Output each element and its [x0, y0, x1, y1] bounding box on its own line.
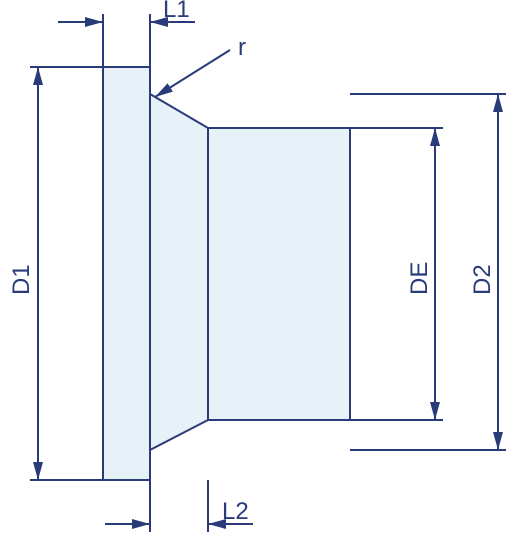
dimension-mark	[33, 462, 43, 480]
dimension-mark	[493, 432, 503, 450]
dimension-mark	[132, 519, 150, 529]
dimension-label: L2	[222, 498, 249, 525]
dimension-mark	[430, 128, 440, 146]
dimension-mark	[155, 83, 173, 97]
dimension-label: L1	[163, 0, 190, 23]
dimension-mark	[493, 94, 503, 112]
dimension-label: r	[238, 34, 246, 61]
dimension-mark	[33, 67, 43, 85]
technical-drawing: D1 D2 DE L1 L2 r	[0, 0, 532, 542]
dimension-label: DE	[406, 262, 433, 295]
dimension-mark	[430, 402, 440, 420]
dimension-mark	[85, 17, 103, 27]
dimension-label: D2	[469, 264, 496, 295]
dimension-label: D1	[8, 264, 35, 295]
